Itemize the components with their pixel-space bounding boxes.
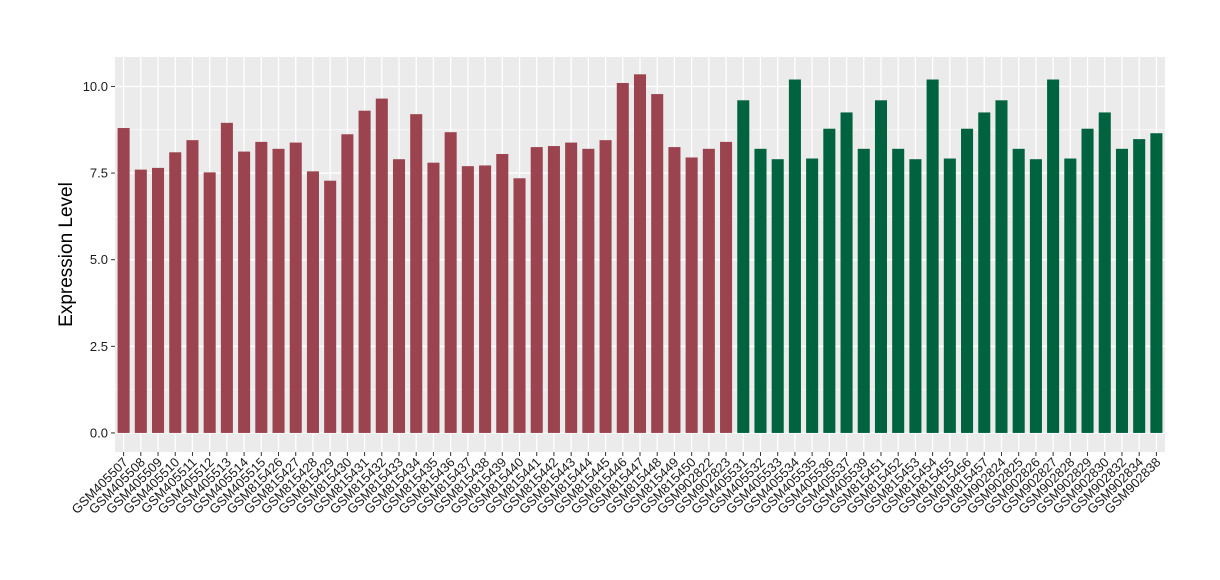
bar [513, 178, 526, 433]
bar [255, 141, 268, 433]
bar [358, 110, 371, 433]
bar [530, 147, 543, 433]
bar [117, 128, 130, 433]
bar [496, 154, 509, 433]
bar [892, 148, 905, 433]
bar [823, 128, 836, 433]
bar [616, 82, 629, 433]
bar [909, 159, 922, 433]
bar [806, 158, 819, 433]
bar [547, 146, 560, 433]
bar [737, 100, 750, 433]
bar [1081, 128, 1094, 433]
y-tick-label: 7.5 [90, 166, 108, 181]
y-tick-label: 0.0 [90, 425, 108, 440]
y-axis: 0.0 2.5 5.0 7.5 10.0 [83, 79, 115, 440]
bar [461, 166, 474, 433]
bar [1098, 112, 1111, 433]
bar [324, 180, 337, 433]
bar [444, 132, 457, 433]
bar [943, 158, 956, 433]
bar [410, 114, 423, 433]
bar [668, 147, 681, 433]
bar [702, 148, 715, 433]
bar [582, 148, 595, 433]
bar [152, 167, 165, 433]
bar [479, 165, 492, 433]
bar [392, 159, 406, 433]
bar [272, 148, 285, 433]
bar [961, 128, 974, 433]
bar [134, 169, 147, 433]
bar [375, 98, 388, 433]
bars [117, 74, 1163, 433]
bar [978, 112, 991, 433]
x-axis: GSM405507GSM405508GSM405509GSM405510GSM4… [69, 452, 1164, 517]
bar [1150, 133, 1163, 433]
bar [1133, 139, 1146, 433]
bar [651, 94, 664, 433]
bar [840, 112, 853, 433]
bar [1047, 79, 1060, 433]
bar [771, 159, 784, 433]
bar [169, 152, 182, 433]
bar [995, 100, 1008, 433]
bar [599, 140, 612, 433]
y-axis-title: Expression Level [56, 182, 77, 327]
bar [633, 74, 647, 433]
bar [565, 142, 578, 433]
bar [306, 171, 319, 433]
bar [220, 122, 233, 433]
bar [289, 142, 302, 433]
y-tick-label: 5.0 [90, 252, 108, 267]
bar [874, 100, 888, 433]
bar [1115, 148, 1128, 433]
bar [685, 157, 698, 433]
bar [341, 134, 354, 433]
bar [1064, 158, 1077, 433]
bar [1012, 148, 1025, 433]
bar [186, 140, 199, 433]
bar [926, 79, 939, 433]
bar [788, 79, 801, 433]
bar [754, 148, 767, 433]
bar [238, 151, 251, 433]
bar [720, 141, 733, 433]
y-tick-label: 10.0 [83, 79, 108, 94]
bar [427, 162, 440, 433]
bar [203, 172, 216, 433]
bar [1029, 159, 1042, 433]
bar [857, 148, 870, 433]
y-tick-label: 2.5 [90, 339, 108, 354]
